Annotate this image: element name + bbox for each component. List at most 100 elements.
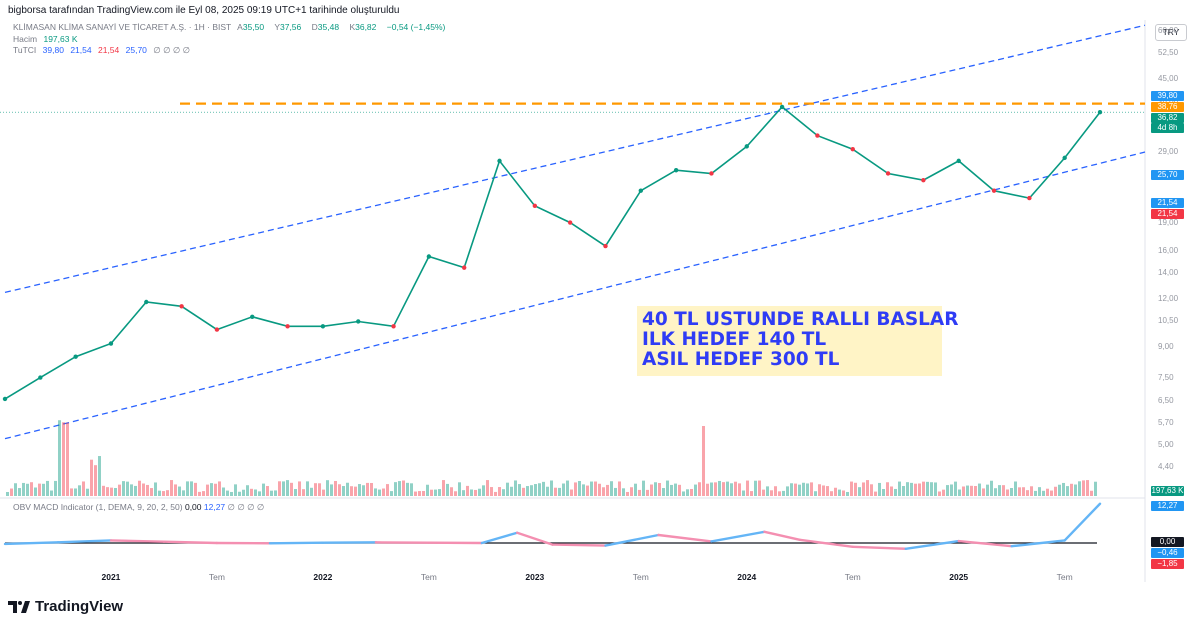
time-axis-label: 2023 (525, 572, 545, 582)
volume-bar (766, 486, 769, 496)
volume-bar (878, 482, 881, 496)
volume-bar (898, 481, 901, 496)
volume-bar (58, 420, 61, 496)
volume-bar (654, 482, 657, 496)
oscillator-segment (480, 531, 519, 545)
oscillator-tag: −1,85 (1151, 559, 1184, 569)
volume-bar (802, 482, 805, 496)
volume-bar (1090, 490, 1093, 496)
oscillator-tag: 0,00 (1151, 537, 1184, 547)
volume-bar (350, 486, 353, 496)
volume-bar (946, 485, 949, 496)
symbol-name[interactable]: KLİMASAN KLİMA SANAYİ VE TİCARET A.Ş. · … (13, 22, 232, 32)
indicator-legend: TuTCI 39,80 21,54 21,54 25,70 ∅ ∅ ∅ ∅ (13, 45, 194, 56)
brand-name: TradingView (35, 598, 124, 615)
volume-bar (922, 481, 925, 496)
volume-bar (198, 491, 201, 496)
time-axis-label: Tem (1056, 572, 1073, 582)
volume-bar (70, 488, 73, 496)
volume-bar (22, 482, 25, 496)
volume-bar (362, 485, 365, 496)
volume-bar (398, 481, 401, 496)
oscillator-legend: OBV MACD Indicator (1, DEMA, 9, 20, 2, 5… (13, 502, 264, 513)
volume-bar (806, 483, 809, 496)
volume-bar (258, 491, 261, 496)
oscillator-label[interactable]: OBV MACD Indicator (1, DEMA, 9, 20, 2, 5… (13, 502, 183, 512)
price-axis-tick: 4,40 (1158, 461, 1174, 471)
volume-bar (842, 490, 845, 496)
oscillator-segment (763, 530, 801, 541)
price-point (956, 158, 961, 164)
indicator-label[interactable]: TuTCI (13, 45, 37, 55)
volume-bar (570, 489, 573, 496)
volume-bar (938, 491, 941, 496)
volume-bar (854, 482, 857, 496)
volume-bar (1070, 483, 1073, 496)
volume-bar (146, 484, 149, 496)
volume-bar (298, 481, 301, 496)
time-axis-label: 2025 (949, 572, 969, 582)
oscillator-tag: −0,46 (1151, 548, 1184, 558)
volume-bar (474, 489, 477, 496)
volume-bar (610, 481, 613, 496)
volume-bar (250, 488, 253, 496)
price-axis-tick: 10,50 (1158, 316, 1179, 326)
high-value: 37,56 (279, 22, 302, 32)
volume-bar (730, 483, 733, 496)
price-point (1062, 155, 1067, 161)
volume-bar (1030, 486, 1033, 496)
price-point (744, 144, 749, 149)
volume-bar (118, 484, 121, 496)
volume-bar (850, 481, 853, 496)
volume-bar (886, 482, 889, 496)
tradingview-logo[interactable]: TradingView (8, 598, 123, 615)
symbol-legend: KLİMASAN KLİMA SANAYİ VE TİCARET A.Ş. · … (13, 22, 446, 32)
volume-bar (1050, 490, 1053, 496)
volume-bar (622, 488, 625, 496)
change-value: −0,54 (−1,45%) (386, 22, 446, 32)
indicator-value-1: 39,80 (42, 45, 64, 55)
volume-bar (158, 490, 161, 496)
price-point (320, 324, 326, 329)
volume-bar (578, 481, 581, 496)
volume-bar (134, 485, 137, 496)
volume-histogram (6, 420, 1097, 496)
volume-bar (598, 483, 601, 496)
oscillator-value-1: 0,00 (184, 502, 202, 512)
volume-bar (38, 483, 41, 496)
close-value: 36,82 (355, 22, 377, 32)
volume-bar (646, 489, 649, 496)
volume-bar (310, 487, 313, 496)
volume-bar (194, 482, 197, 496)
volume-bar (714, 482, 717, 496)
volume-bar (1026, 490, 1029, 496)
volume-bar (626, 491, 629, 496)
low-value: 35,48 (317, 22, 340, 32)
volume-bar (338, 484, 341, 496)
currency-button[interactable]: TRY (1155, 24, 1187, 41)
oscillator-segment (268, 541, 325, 545)
volume-bar (722, 482, 725, 496)
price-axis-tick: 19,00 (1158, 217, 1179, 227)
volume-bar (454, 491, 457, 496)
volume-bar (426, 484, 429, 496)
volume-bar (114, 488, 117, 496)
price-point (73, 354, 78, 359)
volume-bar (874, 491, 877, 496)
volume-bar (822, 485, 825, 496)
volume-label[interactable]: Hacim (13, 34, 38, 44)
volume-bar (450, 487, 453, 496)
price-axis-tick: 52,50 (1158, 48, 1179, 58)
volume-bar (798, 484, 801, 496)
volume-bar (234, 484, 237, 496)
volume-bar (826, 486, 829, 496)
oscillator-tag: 12,27 (1151, 501, 1184, 511)
price-axis-tick: 5,00 (1158, 440, 1174, 450)
oscillator-segment (957, 539, 1013, 548)
price-point (250, 314, 255, 319)
volume-bar (534, 484, 537, 496)
volume-bar (122, 481, 125, 496)
price-point (2, 396, 8, 402)
volume-bar (478, 488, 481, 496)
